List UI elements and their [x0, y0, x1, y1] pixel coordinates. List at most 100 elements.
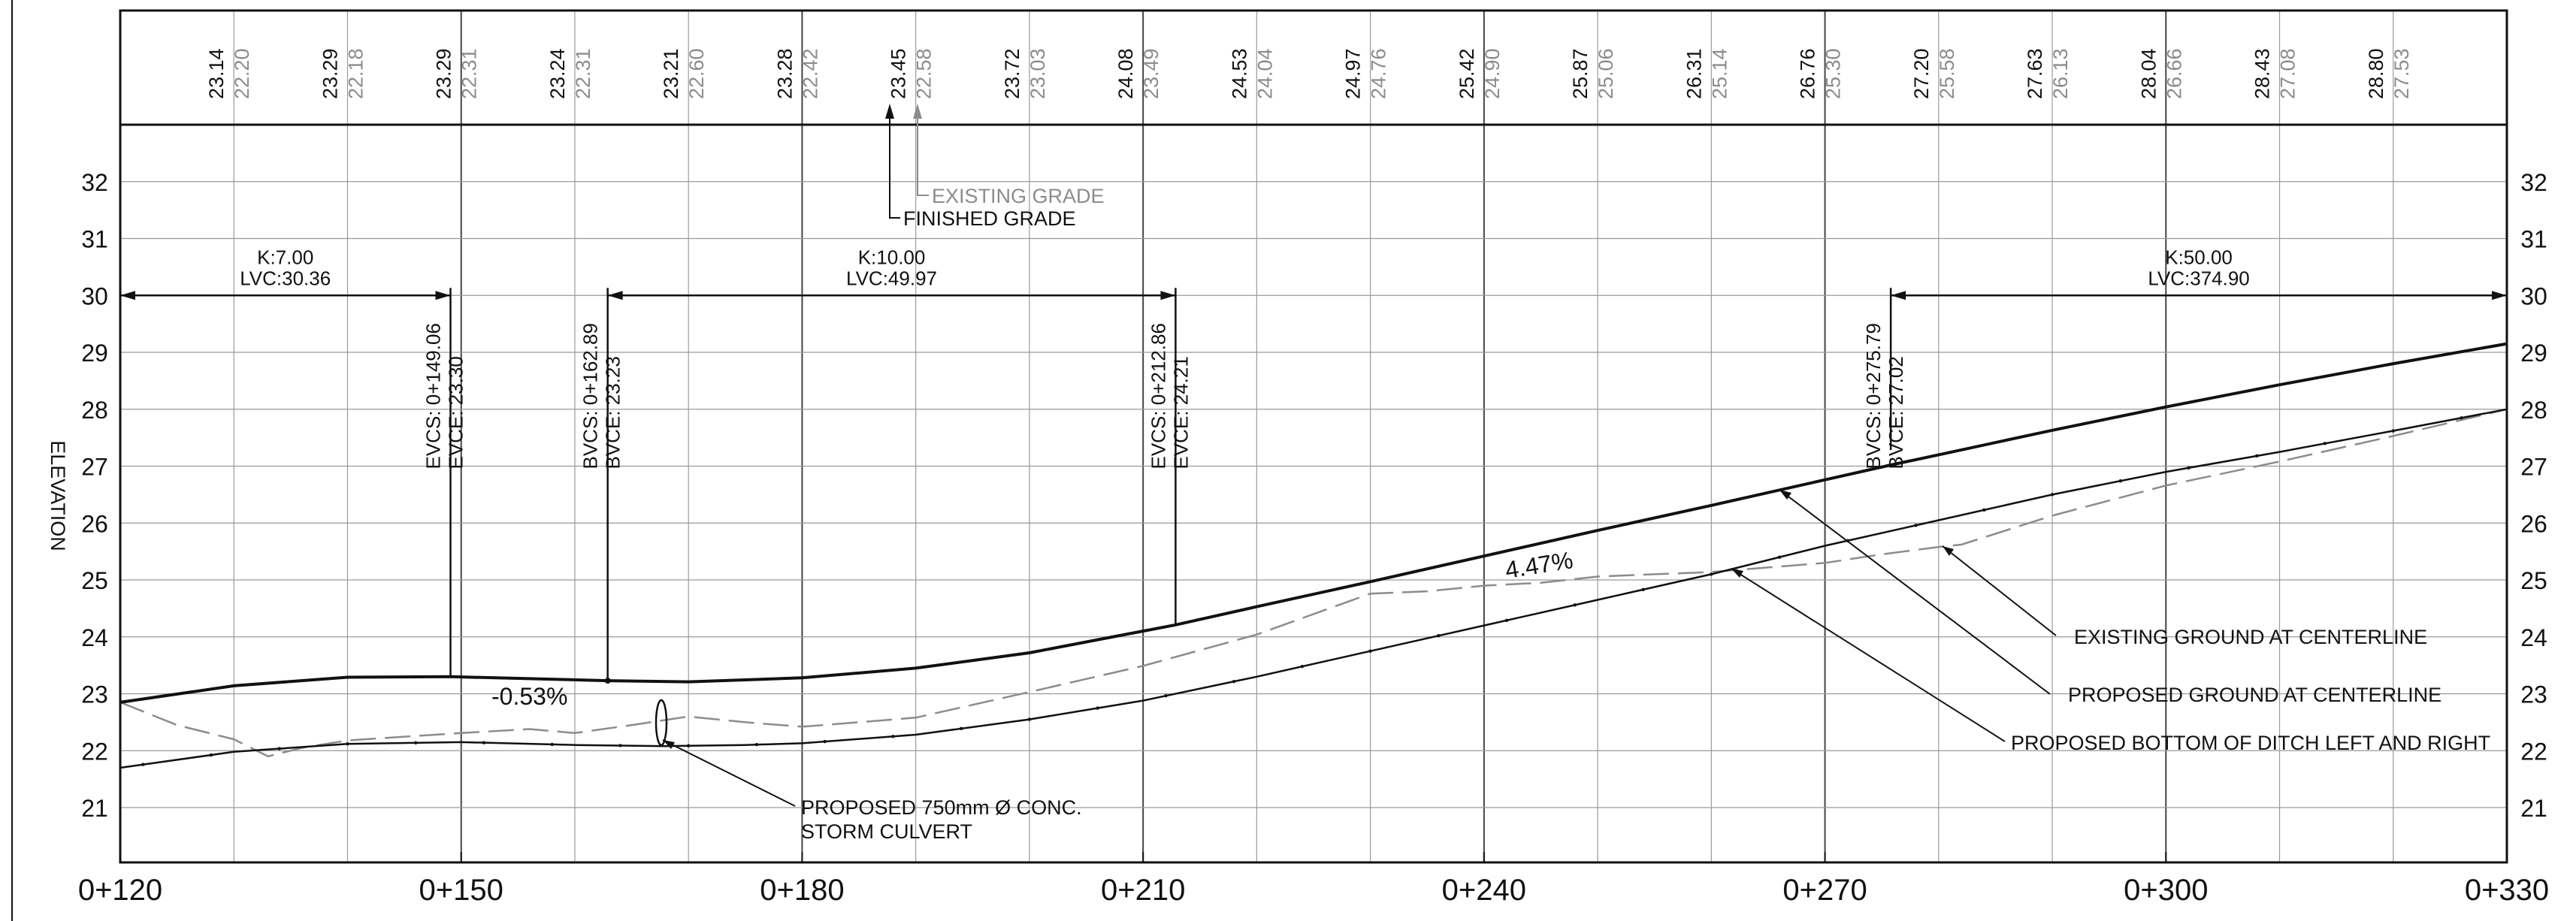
ditch-dot-marker — [1164, 694, 1168, 698]
ditch-dot-marker — [1641, 587, 1645, 592]
curve-3-k-label: K:50.00 — [2165, 246, 2233, 268]
finished-grade-label: FINISHED GRADE — [903, 207, 1076, 230]
y-tick-label-left: 30 — [81, 282, 108, 310]
ditch-dot-marker — [1710, 572, 1713, 576]
existing-grade-value: 25.30 — [1822, 48, 1845, 99]
ditch-dot-marker — [1300, 664, 1305, 669]
finished-grade-value: 26.31 — [1683, 48, 1705, 99]
grid-lines — [120, 11, 2507, 862]
y-tick-label-right: 31 — [2520, 226, 2547, 253]
axes: 0+120 0+150 0+180 0+210 0+240 0+270 0+300 0+330… — [78, 169, 2549, 907]
curve-2-k-label: K:10.00 — [858, 246, 926, 268]
culvert-leader — [662, 739, 796, 807]
x-tick-label: 0+180 — [760, 874, 844, 907]
ditch-dot-marker — [959, 726, 963, 731]
existing-grade-value: 22.60 — [685, 48, 708, 99]
ditch-dot-marker — [2118, 479, 2122, 483]
grade-label-up: 4.47% — [1503, 546, 1574, 584]
existing-grade-value: 24.90 — [1481, 48, 1504, 99]
finished-grade-value: 24.97 — [1342, 48, 1365, 99]
ditch-dot-marker — [823, 739, 827, 744]
y-tick-label-left: 29 — [81, 340, 108, 367]
ditch-dot-marker — [754, 743, 759, 747]
finished-grade-value: 25.42 — [1456, 48, 1478, 99]
finished-grade-value: 26.76 — [1797, 48, 1819, 99]
ditch-dot-marker — [141, 762, 145, 766]
existing-grade-value: 22.58 — [913, 48, 936, 99]
profile-border — [119, 9, 2508, 864]
existing-grade-value: 23.49 — [1140, 48, 1163, 99]
y-tick-label-right: 27 — [2520, 454, 2547, 481]
finished-grade-value: 23.21 — [660, 48, 682, 99]
ditch-leader — [1731, 568, 2006, 742]
ditch-label: PROPOSED BOTTOM OF DITCH LEFT AND RIGHT — [2011, 732, 2490, 754]
ditch-dot-marker — [2255, 454, 2259, 458]
existing-grade-value: 27.08 — [2277, 48, 2299, 99]
ditch-dot-marker — [891, 735, 895, 738]
finished-grade-value: 23.29 — [319, 48, 341, 99]
existing-grade-arrow — [913, 104, 922, 119]
existing-grade-value: 25.58 — [1936, 48, 1958, 99]
y-tick-label-left: 23 — [81, 681, 108, 708]
finished-grade-value: 25.87 — [1569, 48, 1592, 99]
existing-grade-value: 22.42 — [799, 48, 821, 99]
culvert-label-line2: STORM CULVERT — [801, 820, 972, 843]
ditch-dot-marker — [414, 741, 418, 744]
proposed-cl-label: PROPOSED GROUND AT CENTERLINE — [2068, 684, 2441, 706]
ditch-dot-marker — [1027, 717, 1032, 721]
existing-cl-label: EXISTING GROUND AT CENTERLINE — [2074, 626, 2427, 648]
ditch-dot-marker — [1573, 603, 1577, 607]
curve-2-arrow-start — [607, 291, 623, 300]
y-tick-label-left: 28 — [81, 397, 108, 424]
y-tick-label-left: 21 — [81, 795, 108, 822]
ditch-dot-marker — [2050, 493, 2054, 497]
curve-3-lvc-label: LVC:374.90 — [2148, 267, 2249, 289]
vc-marker-station-label: EVCS: 0+149.06 — [422, 323, 444, 469]
existing-grade-value: 22.20 — [231, 48, 253, 99]
x-tick-label: 0+270 — [1782, 874, 1867, 907]
finished-grade-value: 23.72 — [1001, 48, 1023, 99]
ditch-dot-marker — [1777, 555, 1782, 559]
ditch-dot-marker — [1368, 649, 1372, 653]
y-tick-label-left: 24 — [81, 624, 108, 651]
curve-markers: EVCS: 0+149.06 EVCE: 23.30 BVCS: 0+162.89 B… — [422, 288, 1907, 681]
existing-grade-value: 26.13 — [2049, 48, 2072, 99]
y-axis-title: ELEVATION — [47, 440, 69, 551]
y-tick-label-left: 32 — [81, 169, 108, 196]
curve-1-arrow-start — [120, 291, 135, 300]
ditch-dot-marker — [2323, 442, 2327, 445]
existing-grade-value: 24.76 — [1368, 48, 1390, 99]
ditch-bottom-line — [119, 408, 2508, 769]
ditch-dot-marker — [209, 753, 213, 757]
finished-grade-value: 28.80 — [2365, 48, 2387, 99]
ditch-dot-marker — [1504, 618, 1509, 622]
y-tick-label-right: 24 — [2520, 624, 2547, 651]
drawing-frame — [11, 0, 2508, 921]
existing-ground-line — [119, 408, 2508, 758]
grade-label-down: -0.53% — [491, 683, 567, 710]
vc-marker-elevation-label: BVCE: 23.23 — [602, 356, 624, 469]
ditch-dot-marker — [2187, 466, 2191, 470]
culvert-leader-arrow — [663, 740, 675, 749]
existing-grade-value: 25.14 — [1708, 48, 1731, 99]
y-tick-label-right: 32 — [2520, 169, 2547, 196]
ditch-dot-marker — [686, 744, 691, 747]
proposed-ground-line — [119, 342, 2508, 704]
y-tick-label-right: 28 — [2520, 397, 2547, 424]
ditch-dot-marker — [346, 741, 349, 746]
ditch-dot-marker — [2391, 429, 2395, 433]
y-tick-label-right: 26 — [2520, 510, 2547, 537]
curve-1-lvc-label: LVC:30.36 — [240, 267, 331, 289]
vc-marker-station-label: BVCS: 0+275.79 — [1862, 323, 1885, 469]
proposed-cl-leader — [1779, 489, 2051, 695]
x-tick-label: 0+210 — [1101, 874, 1185, 907]
finished-grade-leader — [889, 111, 900, 219]
ditch-dot-marker — [1982, 508, 1986, 512]
curve-1-k-label: K:7.00 — [257, 246, 313, 268]
finished-grade-value: 28.04 — [2137, 48, 2160, 99]
ditch-arrow — [1731, 569, 1743, 578]
curve-3-arrow-end — [2492, 291, 2507, 300]
curve-1-arrow-end — [435, 291, 451, 300]
